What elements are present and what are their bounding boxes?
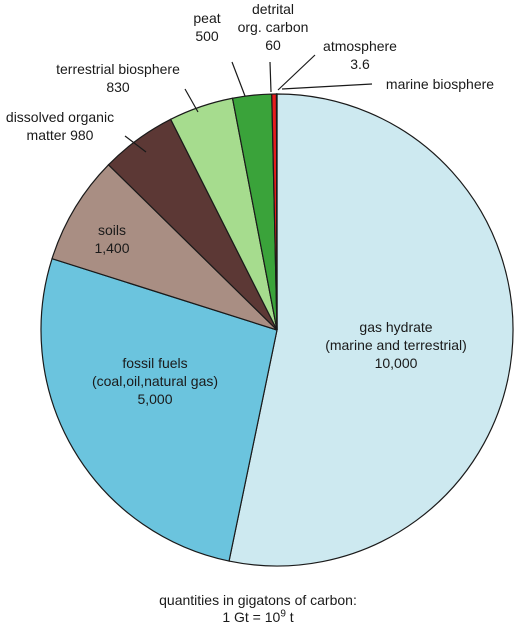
leader-line-detrital-org-carbon	[269, 61, 272, 93]
caption-conversion: 1 Gt = 109 t	[0, 609, 516, 625]
slice-label-dissolved-organic-matter: dissolved organic matter 980	[6, 109, 114, 143]
caption-units: quantities in gigatons of carbon:	[159, 592, 357, 608]
slice-label-soils: soils 1,400	[94, 222, 129, 256]
slice-label-line: org. carbon	[238, 19, 309, 35]
slice-label-marine-biosphere: marine biosphere	[386, 76, 494, 92]
slice-label-line: gas hydrate	[359, 319, 432, 335]
slice-label-line: 5,000	[137, 391, 172, 407]
slice-label-gas-hydrate-marine-and-terrestrial: gas hydrate (marine and terrestrial) 10,00…	[325, 319, 467, 371]
slice-label-line: 830	[106, 79, 130, 95]
caption-conversion-suffix: t	[285, 609, 294, 625]
leader-line-marine-biosphere	[281, 83, 373, 90]
slice-label-line: 60	[265, 37, 281, 53]
slice-label-line: fossil fuels	[122, 355, 187, 371]
slice-label-peat: peat 500	[193, 10, 220, 44]
leader-line-peat	[231, 61, 246, 97]
pie-slices	[40, 93, 514, 567]
leader-lines	[124, 54, 373, 153]
slice-label-terrestrial-biosphere: terrestrial biosphere 830	[56, 61, 180, 95]
caption-conversion-exponent: 9	[280, 608, 286, 620]
pie-slice-gas-hydrate-marine-and-terrestrial	[228, 93, 514, 567]
slice-label-line: atmosphere	[323, 38, 397, 54]
pie-slice-fossil-fuels-coal-oil-natural-gas	[40, 257, 278, 562]
leader-line-atmosphere	[277, 54, 316, 91]
slice-label-line: peat	[193, 10, 220, 26]
slice-label-line: 10,000	[375, 355, 418, 371]
slice-label-atmosphere: atmosphere 3.6	[323, 38, 397, 72]
slice-label-line: 500	[195, 28, 219, 44]
slice-label-line: terrestrial biosphere	[56, 61, 180, 77]
slice-label-detrital-org-carbon: detrital org. carbon 60	[238, 1, 309, 53]
slice-label-line: (coal,oil,natural gas)	[92, 373, 218, 389]
slice-label-line: matter 980	[27, 127, 94, 143]
slice-label-line: 1,400	[94, 240, 129, 256]
slice-label-line: detrital	[252, 1, 294, 17]
slice-label-line: dissolved organic	[6, 109, 114, 125]
leader-line-dissolved-organic-matter	[124, 135, 147, 153]
slice-labels: gas hydrate (marine and terrestrial) 10,00…	[6, 1, 494, 407]
slice-label-line: soils	[98, 222, 126, 238]
caption-conversion-prefix: 1 Gt = 10	[222, 609, 281, 625]
pie-slice-soils	[51, 163, 278, 331]
slice-label-line: marine biosphere	[386, 76, 494, 92]
slice-label-fossil-fuels-coal-oil-natural-gas: fossil fuels (coal,oil,natural gas) 5,000	[92, 355, 218, 407]
slice-label-line: 3.6	[350, 56, 370, 72]
slice-label-line: (marine and terrestrial)	[325, 337, 467, 353]
leader-line-terrestrial-biosphere	[184, 88, 199, 113]
